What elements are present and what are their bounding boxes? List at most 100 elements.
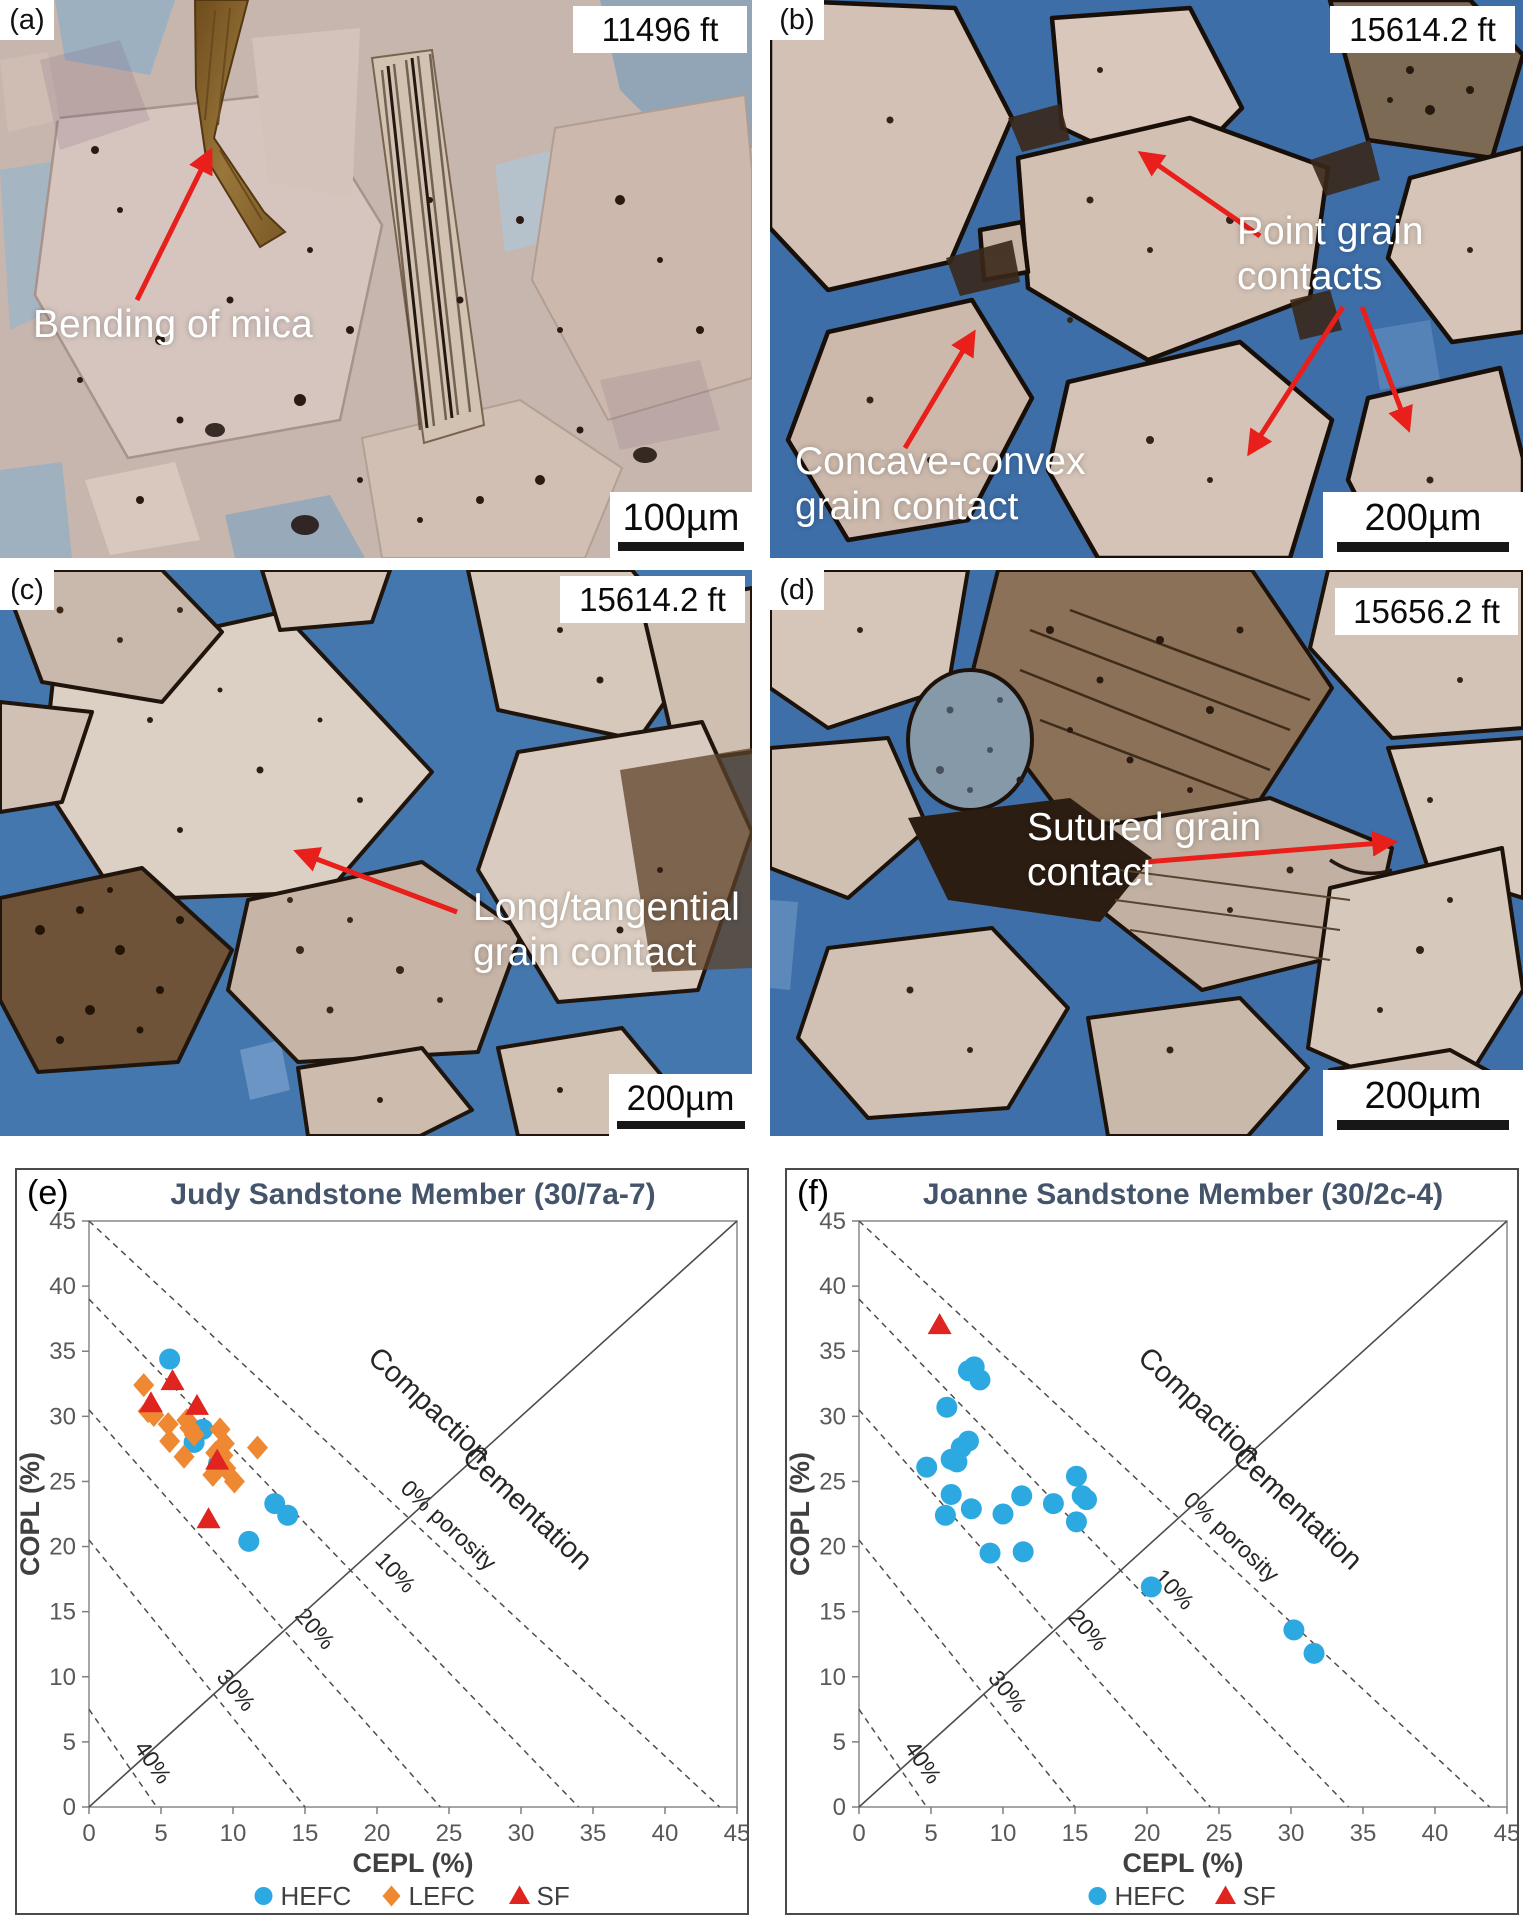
svg-text:0: 0 — [852, 1820, 865, 1847]
svg-text:5: 5 — [154, 1820, 167, 1847]
svg-text:0: 0 — [833, 1794, 846, 1821]
svg-text:40: 40 — [819, 1273, 846, 1300]
svg-text:15: 15 — [49, 1599, 76, 1626]
arrow-concave-convex — [902, 329, 976, 450]
svg-text:25: 25 — [819, 1468, 846, 1495]
chart-f-tag: (f) — [797, 1174, 830, 1212]
micrograph-b-art — [770, 0, 1523, 558]
svg-text:CEPL (%): CEPL (%) — [352, 1848, 473, 1878]
svg-text:5: 5 — [63, 1729, 76, 1756]
svg-text:10%: 10% — [370, 1547, 421, 1598]
svg-text:COPL (%): COPL (%) — [787, 1452, 815, 1576]
svg-text:30: 30 — [819, 1403, 846, 1430]
panel-d-scalebar: 200µm — [1323, 1070, 1523, 1136]
arrow-bending-of-mica — [134, 147, 213, 302]
panel-b-scalebar: 200µm — [1323, 492, 1523, 558]
svg-text:20: 20 — [1134, 1820, 1161, 1847]
annotation-concave-convex: Concave-convex grain contact — [795, 440, 1086, 528]
arrow-point-contact-up — [1137, 151, 1262, 239]
scalebar-line — [618, 542, 744, 551]
arrow-long-tangential — [293, 847, 458, 915]
svg-text:20: 20 — [49, 1534, 76, 1561]
svg-text:40%: 40% — [899, 1736, 947, 1789]
annotation-long-tangential: Long/tangential grain contact — [473, 886, 740, 974]
panel-c-tag: (c) — [0, 570, 54, 610]
svg-text:15: 15 — [292, 1820, 319, 1847]
micrograph-c-art — [0, 570, 752, 1136]
svg-text:45: 45 — [724, 1820, 747, 1847]
svg-text:30: 30 — [508, 1820, 535, 1847]
svg-text:20%: 20% — [290, 1603, 340, 1655]
svg-text:35: 35 — [1350, 1820, 1377, 1847]
svg-text:10: 10 — [49, 1664, 76, 1691]
scalebar-label: 200µm — [626, 1079, 735, 1118]
scalebar-line — [1337, 1119, 1509, 1130]
panel-a-tag: (a) — [0, 0, 54, 40]
arrow-point-contact-left — [1247, 305, 1346, 457]
svg-text:20: 20 — [364, 1820, 391, 1847]
chart-panel-e: (e) Judy Sandstone Member (30/7a-7) 0 0 5 5 1… — [15, 1168, 750, 1915]
annotation-sutured-contact: Sutured grain contact — [1027, 806, 1262, 894]
scalebar-line — [1337, 541, 1509, 552]
micrograph-a-art — [0, 0, 752, 558]
svg-text:HEFC: HEFC — [281, 1881, 352, 1911]
panel-b-tag: (b) — [770, 0, 824, 40]
annotation-point-grain-contacts: Point grain contacts — [1237, 210, 1424, 298]
micrograph-panel-c: (c) 15614.2 ft Long/tangential grain cont… — [0, 570, 752, 1136]
svg-text:35: 35 — [49, 1338, 76, 1365]
arrow-sutured-contact — [1144, 830, 1399, 865]
panel-d-tag: (d) — [770, 570, 824, 610]
micrograph-panel-b: (b) 15614.2 ft Point grain contacts Conca… — [770, 0, 1523, 558]
svg-text:COPL (%): COPL (%) — [17, 1452, 45, 1576]
svg-text:CEPL (%): CEPL (%) — [1122, 1848, 1243, 1878]
svg-text:HEFC: HEFC — [1115, 1881, 1186, 1911]
scalebar-line — [616, 1121, 745, 1129]
panel-c-depth-label: 15614.2 ft — [560, 576, 745, 623]
svg-text:0: 0 — [82, 1820, 95, 1847]
svg-text:15: 15 — [819, 1599, 846, 1626]
svg-text:Judy Sandstone Member (30/7a-7: Judy Sandstone Member (30/7a-7) — [170, 1178, 655, 1211]
svg-text:SF: SF — [1243, 1881, 1276, 1911]
svg-text:40: 40 — [1422, 1820, 1449, 1847]
scatter-plot-joanne: Joanne Sandstone Member (30/2c-4) 00 5 5 10 1… — [785, 1178, 1520, 1911]
svg-text:Joanne Sandstone Member (30/2c: Joanne Sandstone Member (30/2c-4) — [923, 1178, 1443, 1211]
svg-text:30: 30 — [1278, 1820, 1305, 1847]
svg-text:40: 40 — [652, 1820, 679, 1847]
svg-text:35: 35 — [819, 1338, 846, 1365]
svg-text:40: 40 — [49, 1273, 76, 1300]
svg-text:20%: 20% — [1063, 1604, 1113, 1656]
annotation-bending-of-mica: Bending of mica — [33, 303, 313, 346]
svg-text:15: 15 — [1062, 1820, 1089, 1847]
panel-a-depth-label: 11496 ft — [573, 6, 747, 53]
scatter-plot-judy: Judy Sandstone Member (30/7a-7) 00 5 5 10 10 1… — [15, 1178, 750, 1911]
svg-text:10: 10 — [220, 1820, 247, 1847]
svg-text:35: 35 — [580, 1820, 607, 1847]
svg-text:LEFC: LEFC — [409, 1881, 475, 1911]
svg-text:20: 20 — [819, 1534, 846, 1561]
arrow-point-contact-right — [1359, 306, 1413, 433]
panel-d-depth-label: 15656.2 ft — [1335, 588, 1518, 635]
svg-text:25: 25 — [1206, 1820, 1233, 1847]
panel-c-scalebar: 200µm — [609, 1074, 752, 1136]
svg-text:25: 25 — [49, 1468, 76, 1495]
svg-text:45: 45 — [819, 1208, 846, 1235]
svg-text:10: 10 — [819, 1664, 846, 1691]
svg-text:5: 5 — [833, 1729, 846, 1756]
svg-text:25: 25 — [436, 1820, 463, 1847]
svg-text:40%: 40% — [129, 1736, 177, 1789]
micrograph-panel-d: (d) 15656.2 ft Sutured grain contact 200µ… — [770, 570, 1523, 1136]
chart-e-tag: (e) — [27, 1174, 69, 1212]
scalebar-label: 100µm — [622, 497, 740, 539]
svg-text:45: 45 — [49, 1208, 76, 1235]
panel-a-scalebar: 100µm — [610, 492, 752, 558]
svg-text:45: 45 — [1494, 1820, 1517, 1847]
svg-text:0: 0 — [63, 1794, 76, 1821]
svg-text:30: 30 — [49, 1403, 76, 1430]
panel-b-depth-label: 15614.2 ft — [1330, 6, 1515, 53]
chart-panel-f: (f) Joanne Sandstone Member (30/2c-4) 0 0 5… — [785, 1168, 1520, 1915]
svg-text:5: 5 — [924, 1820, 937, 1847]
svg-text:10: 10 — [990, 1820, 1017, 1847]
svg-text:SF: SF — [537, 1881, 570, 1911]
micrograph-panel-a: (a) 11496 ft Bending of mica 100µm — [0, 0, 752, 558]
